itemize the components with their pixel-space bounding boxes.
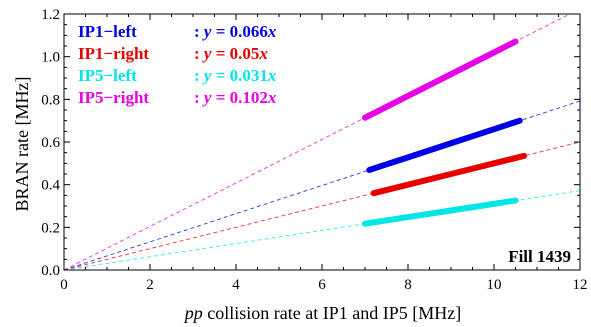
legend-label-1: IP1−right	[78, 44, 149, 63]
axes-layer: 0 2 4 6 8 10 12 0.0 0.2 0.4 0.6 0.8 1.0 1.2	[41, 7, 587, 293]
plot-area	[64, 14, 580, 270]
x-tick-label: 6	[318, 277, 326, 293]
fit-line-3	[64, 14, 571, 270]
y-tick-label: 0.6	[41, 135, 60, 151]
data-series-1	[370, 152, 528, 197]
legend-x-symbol: x	[267, 88, 277, 107]
legend-x-symbol: x	[267, 22, 277, 41]
x-axis-label-text: collision rate at IP1 and IP5 [MHz]	[203, 303, 461, 323]
legend-slope: = 0.031	[211, 66, 267, 85]
legend-slope: = 0.05	[211, 44, 259, 63]
y-tick-label: 1.0	[41, 50, 60, 66]
y-tick-label: 0.4	[41, 178, 60, 194]
legend-slope: = 0.102	[211, 88, 267, 107]
x-tick-label: 10	[487, 277, 502, 293]
fill-annotation: Fill 1439	[508, 247, 571, 266]
y-tick-label: 0.0	[41, 263, 60, 279]
legend-y-symbol: y	[202, 22, 212, 41]
legend-label-3: IP5−right	[78, 88, 149, 107]
legend-equation-0: : y = 0.066x	[194, 22, 277, 41]
y-tick-label: 1.2	[41, 7, 60, 23]
legend-x-symbol: x	[267, 66, 277, 85]
legend-y-symbol: y	[202, 66, 212, 85]
legend-y-symbol: y	[202, 88, 212, 107]
x-axis-label: pp collision rate at IP1 and IP5 [MHz]	[183, 303, 461, 323]
x-tick-label: 2	[146, 277, 154, 293]
legend-label-0: IP1−left	[78, 22, 137, 41]
data-series-2	[362, 197, 519, 227]
x-tick-label: 12	[573, 277, 588, 293]
legend-colon: :	[194, 22, 204, 41]
x-tick-label: 0	[60, 277, 68, 293]
x-axis-label-italic: pp	[183, 303, 203, 323]
y-axis-label: BRAN rate [MHz]	[12, 77, 32, 212]
legend-equation-2: : y = 0.031x	[194, 66, 277, 85]
legend-colon: :	[194, 44, 204, 63]
x-tick-label: 4	[232, 277, 240, 293]
legend-colon: :	[194, 66, 204, 85]
legend-equation-3: : y = 0.102x	[194, 88, 277, 107]
y-tick-label: 0.8	[41, 92, 60, 108]
legend-label-2: IP5−left	[78, 66, 137, 85]
legend-equation-1: : y = 0.05x	[194, 44, 268, 63]
x-tick-label: 8	[404, 277, 412, 293]
legend-slope: = 0.066	[211, 22, 267, 41]
legend-colon: :	[194, 88, 204, 107]
data-series-3	[362, 38, 519, 121]
y-tick-label: 0.2	[41, 220, 60, 236]
plot-layer	[64, 14, 580, 270]
legend-x-symbol: x	[258, 44, 268, 63]
legend-y-symbol: y	[202, 44, 212, 63]
data-series-0	[366, 117, 523, 173]
